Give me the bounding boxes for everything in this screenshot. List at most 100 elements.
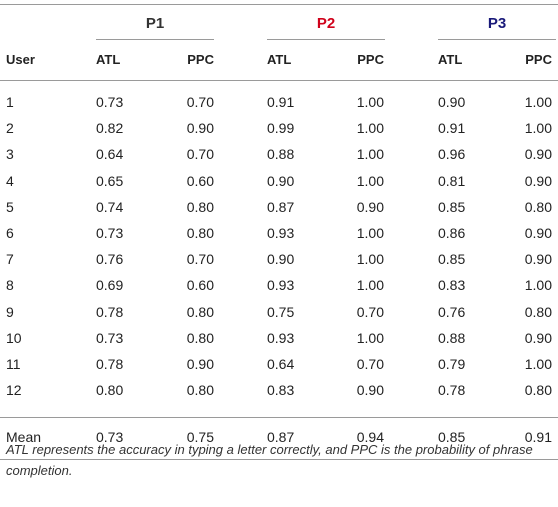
cell-p1-atl: 0.74 — [96, 198, 124, 215]
cell-p3-atl: 0.88 — [438, 329, 466, 346]
cell-p3-atl: 0.83 — [438, 277, 466, 294]
cell-p2-atl: 0.75 — [267, 303, 295, 320]
mean-p1-atl: 0.73 — [96, 429, 124, 445]
cell-p2-atl: 0.91 — [267, 94, 295, 110]
cell-p1-atl: 0.78 — [96, 303, 124, 320]
cell-p1-atl: 0.69 — [96, 277, 124, 294]
cell-p1-ppc: 0.90 — [186, 356, 214, 372]
cell-p2-ppc: 0.70 — [356, 356, 384, 372]
cell-p2-ppc: 0.90 — [356, 198, 384, 215]
col-header-user: User — [6, 52, 35, 67]
col-header-p1-ppc: PPC — [187, 52, 214, 67]
cell-p3-ppc: 1.00 — [524, 120, 552, 137]
cell-user: 12 — [6, 382, 22, 399]
col-header-p2-ppc: PPC — [357, 52, 384, 67]
cell-p3-ppc: 1.00 — [524, 94, 552, 110]
cell-p1-atl: 0.73 — [96, 225, 124, 241]
cell-p3-ppc: 1.00 — [524, 356, 552, 372]
cell-p1-ppc: 0.70 — [186, 251, 214, 268]
cell-p2-atl: 0.99 — [267, 120, 295, 137]
cell-user: 4 — [6, 172, 14, 189]
cell-p2-ppc: 0.90 — [356, 382, 384, 399]
mean-rule — [0, 417, 558, 418]
cell-p2-ppc: 1.00 — [356, 225, 384, 241]
group-p1-rule — [96, 39, 214, 40]
cell-p2-ppc: 1.00 — [356, 329, 384, 346]
cell-p3-atl: 0.86 — [438, 225, 466, 241]
cell-p1-ppc: 0.70 — [186, 94, 214, 110]
cell-p2-atl: 0.93 — [267, 225, 295, 241]
cell-user: 7 — [6, 251, 14, 268]
cell-p1-ppc: 0.90 — [186, 120, 214, 137]
cell-p1-ppc: 0.80 — [186, 382, 214, 399]
cell-p3-ppc: 0.80 — [524, 382, 552, 399]
cell-p2-ppc: 1.00 — [356, 277, 384, 294]
col-header-p1-atl: ATL — [96, 52, 121, 67]
top-rule — [0, 4, 558, 5]
cell-p1-atl: 0.80 — [96, 382, 124, 399]
cell-p3-atl: 0.91 — [438, 120, 466, 137]
cell-p3-ppc: 0.90 — [524, 251, 552, 268]
cell-p2-ppc: 0.70 — [356, 303, 384, 320]
cell-p3-atl: 0.90 — [438, 94, 466, 110]
cell-user: 9 — [6, 303, 14, 320]
cell-p3-ppc: 0.80 — [524, 303, 552, 320]
cell-p3-atl: 0.85 — [438, 251, 466, 268]
cell-p1-atl: 0.78 — [96, 356, 124, 372]
cell-p3-atl: 0.85 — [438, 198, 466, 215]
cell-p1-atl: 0.65 — [96, 172, 124, 189]
cell-user: 8 — [6, 277, 14, 294]
cell-p1-atl: 0.64 — [96, 146, 124, 163]
cell-p2-atl: 0.93 — [267, 277, 295, 294]
cell-p2-atl: 0.90 — [267, 172, 295, 189]
group-p2-rule — [267, 39, 385, 40]
mean-p1-ppc: 0.75 — [186, 429, 214, 445]
cell-user: 3 — [6, 146, 14, 163]
cell-p2-ppc: 1.00 — [356, 146, 384, 163]
cell-p3-ppc: 0.90 — [524, 329, 552, 346]
cell-p2-atl: 0.88 — [267, 146, 295, 163]
cell-p1-ppc: 0.70 — [186, 146, 214, 163]
cell-p2-atl: 0.83 — [267, 382, 295, 399]
header-rule — [0, 80, 558, 81]
cell-p1-atl: 0.82 — [96, 120, 124, 137]
cell-p2-ppc: 1.00 — [356, 251, 384, 268]
col-header-p2-atl: ATL — [267, 52, 292, 67]
cell-p3-ppc: 0.90 — [524, 172, 552, 189]
table-footnote: ATL represents the accuracy in typing a … — [6, 442, 533, 478]
cell-user: 2 — [6, 120, 14, 137]
mean-p3-atl: 0.85 — [438, 429, 466, 445]
mean-p2-ppc: 0.94 — [356, 429, 384, 445]
group-p3-rule — [438, 39, 556, 40]
cell-p3-atl: 0.78 — [438, 382, 466, 399]
cell-user: 1 — [6, 94, 14, 110]
col-header-p3-atl: ATL — [438, 52, 463, 67]
mean-p2-atl: 0.87 — [267, 429, 295, 445]
cell-p3-ppc: 0.90 — [524, 225, 552, 241]
cell-p1-ppc: 0.80 — [186, 198, 214, 215]
cell-user: 5 — [6, 198, 14, 215]
cell-p3-ppc: 1.00 — [524, 277, 552, 294]
cell-p3-atl: 0.81 — [438, 172, 466, 189]
cell-p1-atl: 0.76 — [96, 251, 124, 268]
cell-p2-ppc: 1.00 — [356, 120, 384, 137]
group-p1-label: P1 — [145, 15, 165, 32]
cell-p1-ppc: 0.80 — [186, 329, 214, 346]
cell-user: 10 — [6, 329, 22, 346]
cell-p2-ppc: 1.00 — [356, 172, 384, 189]
mean-p3-ppc: 0.91 — [524, 429, 552, 445]
cell-p3-atl: 0.96 — [438, 146, 466, 163]
cell-p3-ppc: 0.80 — [524, 198, 552, 215]
cell-p1-atl: 0.73 — [96, 94, 124, 110]
cell-p1-ppc: 0.60 — [186, 277, 214, 294]
cell-p1-ppc: 0.80 — [186, 225, 214, 241]
group-p2-label: P2 — [316, 15, 336, 32]
cell-user: 11 — [6, 356, 21, 372]
cell-p2-atl: 0.93 — [267, 329, 295, 346]
cell-p2-ppc: 1.00 — [356, 94, 384, 110]
bottom-rule — [0, 459, 558, 460]
col-header-p3-ppc: PPC — [525, 52, 552, 67]
cell-p3-ppc: 0.90 — [524, 146, 552, 163]
cell-p2-atl: 0.90 — [267, 251, 295, 268]
